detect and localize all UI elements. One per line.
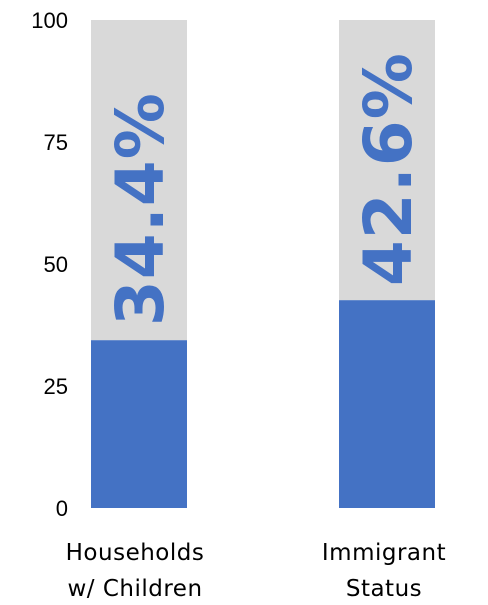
bar-value-segment — [91, 340, 187, 508]
category-label: w/ Children — [67, 576, 202, 602]
y-axis-ticks: 0 25 50 75 100 — [31, 8, 68, 521]
y-tick-label: 0 — [56, 496, 68, 521]
bars — [91, 20, 435, 508]
category-label: Status — [346, 576, 422, 602]
y-tick-label: 75 — [44, 130, 68, 155]
y-tick-label: 25 — [44, 374, 68, 399]
data-label: 42.6% — [350, 52, 427, 286]
y-tick-label: 50 — [44, 252, 68, 277]
bar-remainder-segment — [339, 20, 435, 301]
category-label: Households — [66, 540, 205, 566]
category-label: Immigrant — [322, 540, 446, 566]
category-labels: Households w/ Children Immigrant Status — [66, 540, 446, 602]
bar-remainder-segment — [91, 20, 187, 341]
data-label: 34.4% — [102, 92, 179, 326]
y-tick-label: 100 — [31, 8, 68, 33]
data-labels: 34.4% 42.6% — [102, 52, 427, 326]
bar-value-segment — [339, 300, 435, 508]
